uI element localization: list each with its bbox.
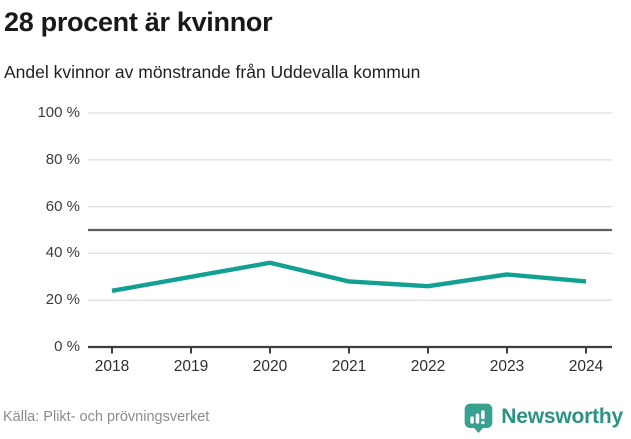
newsworthy-logo: Newsworthy xyxy=(463,402,623,433)
chart-subtitle: Andel kvinnor av mönstrande från Uddeval… xyxy=(4,62,421,82)
y-tick-label: 20 % xyxy=(45,291,80,309)
x-tick-label: 2024 xyxy=(568,358,604,375)
x-tick-label: 2018 xyxy=(94,358,130,375)
x-tick-label: 2023 xyxy=(489,358,525,375)
y-tick-label: 100 % xyxy=(37,104,80,121)
x-tick-label: 2020 xyxy=(252,358,288,375)
x-tick-label: 2021 xyxy=(331,358,367,375)
x-tick-label: 2022 xyxy=(410,358,446,375)
source-note: Källa: Plikt- och prövningsverket xyxy=(3,409,210,425)
x-tick-label: 2019 xyxy=(173,358,209,375)
plot-area xyxy=(88,112,612,354)
y-tick-label: 40 % xyxy=(45,244,80,262)
chart-title: 28 procent är kvinnor xyxy=(4,7,273,37)
y-tick-label: 60 % xyxy=(45,197,80,215)
newsworthy-wordmark: Newsworthy xyxy=(501,405,623,428)
y-tick-label: 0 % xyxy=(54,338,80,355)
data-series-line xyxy=(111,260,587,294)
newsworthy-icon xyxy=(464,403,493,433)
line-chart: 0 % 20 % 40 % 60 % 80 % 100 % 2018 2019 2020 202… xyxy=(0,95,631,385)
y-tick-label: 80 % xyxy=(45,150,80,168)
chart-footer: Källa: Plikt- och prövningsverket Newswo… xyxy=(3,399,623,435)
